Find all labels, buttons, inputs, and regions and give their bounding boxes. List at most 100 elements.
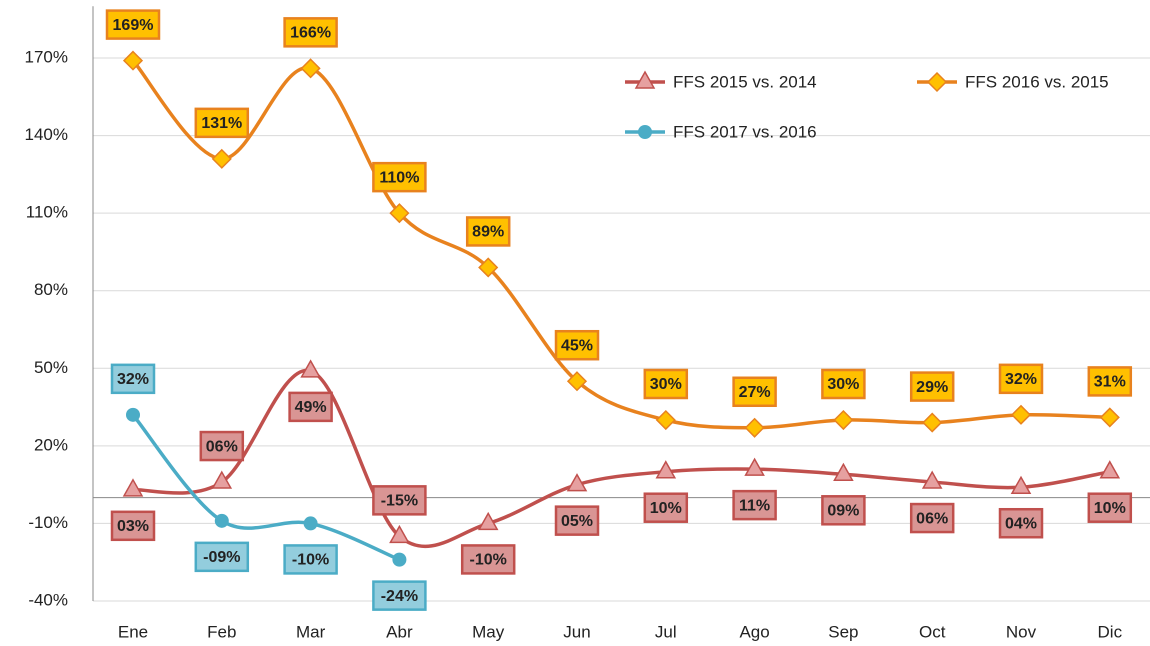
- data-label-box: [460, 544, 516, 575]
- data-label-box: [909, 371, 955, 402]
- data-label: 11%: [739, 497, 770, 514]
- data-label-box: [194, 541, 250, 573]
- data-label-box: [909, 502, 955, 534]
- data-label-box: [372, 161, 427, 193]
- x-tick-label: Jun: [563, 622, 590, 641]
- y-tick-label: 20%: [34, 435, 68, 454]
- y-tick-label: 80%: [34, 280, 68, 299]
- y-tick-label: 50%: [34, 358, 68, 377]
- data-label: 03%: [117, 518, 149, 535]
- marker: [126, 407, 140, 422]
- marker: [214, 513, 229, 528]
- series-line: [131, 59, 1110, 430]
- marker: [655, 409, 676, 431]
- x-tick-label: Ene: [118, 622, 148, 641]
- marker: [634, 70, 656, 89]
- data-label-box: [194, 107, 250, 139]
- data-label: 110%: [379, 169, 419, 186]
- y-tick-label: 170%: [25, 47, 68, 66]
- marker: [655, 460, 677, 479]
- data-label-box: [1087, 366, 1133, 397]
- x-tick-label: Oct: [919, 622, 946, 641]
- data-label: 89%: [472, 224, 504, 241]
- marker: [389, 524, 410, 544]
- x-tick-label: Feb: [207, 622, 236, 641]
- y-tick-label: 110%: [26, 203, 68, 222]
- marker: [744, 417, 765, 438]
- data-label-box: [643, 368, 689, 400]
- data-label: 32%: [117, 371, 149, 388]
- data-label-box: [283, 544, 338, 575]
- marker: [833, 409, 854, 431]
- x-tick-label: Nov: [1006, 622, 1037, 641]
- y-tick-label: 140%: [25, 125, 68, 144]
- marker: [566, 473, 588, 492]
- data-label-box: [998, 507, 1044, 539]
- data-label: -09%: [203, 549, 240, 566]
- data-label: 27%: [739, 384, 771, 401]
- marker: [1099, 407, 1120, 428]
- data-label: 05%: [561, 513, 593, 530]
- marker: [122, 478, 144, 497]
- data-label-box: [105, 9, 161, 40]
- marker: [1010, 475, 1032, 494]
- data-label-box: [283, 17, 338, 48]
- data-label: 32%: [1005, 371, 1037, 388]
- x-tick-label: Ago: [739, 622, 769, 641]
- data-label: 09%: [827, 503, 859, 520]
- data-label: -24%: [381, 588, 418, 605]
- data-label-box: [554, 329, 600, 361]
- data-label-box: [1087, 492, 1133, 523]
- series-line: [132, 368, 1111, 549]
- data-label: 29%: [916, 379, 948, 396]
- data-label-box: [821, 368, 866, 400]
- data-label-box: [372, 580, 427, 611]
- marker: [303, 516, 318, 531]
- x-tick-label: May: [472, 622, 505, 641]
- legend-label: FFS 2017 vs. 2016: [673, 122, 817, 141]
- data-label: 06%: [206, 438, 238, 455]
- marker: [566, 371, 588, 392]
- data-label: 169%: [113, 17, 154, 34]
- data-label-box: [732, 376, 777, 408]
- series-line: [131, 413, 401, 562]
- marker: [921, 470, 943, 489]
- data-label: 10%: [1094, 500, 1126, 517]
- y-tick-label: -10%: [28, 513, 68, 532]
- data-label: -10%: [470, 552, 507, 569]
- data-label-box: [110, 510, 156, 542]
- data-label-box: [199, 430, 245, 462]
- marker: [1010, 404, 1032, 425]
- marker: [833, 462, 854, 482]
- data-label-box: [554, 505, 600, 536]
- data-label-box: [110, 363, 156, 395]
- data-label: -15%: [381, 493, 418, 510]
- marker: [744, 457, 765, 476]
- data-label-box: [372, 485, 427, 516]
- x-tick-label: Abr: [386, 622, 413, 641]
- data-label-box: [288, 391, 333, 423]
- marker: [478, 257, 499, 278]
- marker: [926, 71, 948, 93]
- data-label: 06%: [916, 510, 948, 527]
- data-label-box: [821, 495, 866, 526]
- y-tick-label: -40%: [28, 590, 68, 609]
- marker: [477, 511, 499, 531]
- legend-label: FFS 2016 vs. 2015: [965, 72, 1109, 91]
- marker: [122, 50, 144, 71]
- data-label: 166%: [290, 25, 331, 42]
- data-label: 10%: [650, 500, 682, 517]
- marker: [300, 359, 321, 378]
- legend-label: FFS 2015 vs. 2014: [673, 72, 817, 91]
- marker: [211, 148, 232, 169]
- data-label-box: [465, 216, 511, 247]
- data-label: 04%: [1005, 515, 1037, 532]
- marker: [1099, 460, 1121, 479]
- x-tick-label: Dic: [1098, 622, 1123, 641]
- marker: [211, 470, 233, 489]
- data-label-box: [643, 492, 689, 523]
- data-label: 45%: [561, 337, 593, 354]
- x-tick-label: Sep: [828, 622, 858, 641]
